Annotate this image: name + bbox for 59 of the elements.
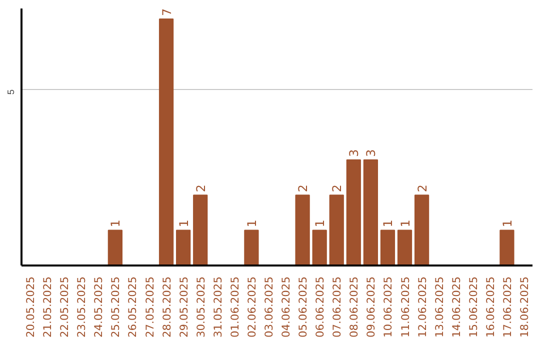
x-tick-label: 18.06.2025 bbox=[518, 276, 531, 338]
data-label: 2 bbox=[296, 184, 310, 192]
bar bbox=[346, 159, 361, 266]
x-tick-label: 22.05.2025 bbox=[58, 276, 72, 338]
x-tick-label: 11.06.2025 bbox=[398, 276, 412, 338]
x-tick-label: 17.06.2025 bbox=[500, 276, 514, 338]
x-tick-label: 20.05.2025 bbox=[24, 276, 38, 338]
bar bbox=[500, 230, 514, 266]
bar bbox=[295, 194, 310, 266]
x-tick-label: 06.06.2025 bbox=[314, 276, 327, 338]
data-label: 2 bbox=[330, 184, 344, 192]
bar bbox=[363, 159, 378, 266]
data-label: 1 bbox=[313, 220, 328, 228]
bar bbox=[244, 230, 259, 266]
data-label: 1 bbox=[381, 220, 396, 228]
data-label: 1 bbox=[176, 220, 191, 228]
data-label: 1 bbox=[500, 220, 514, 228]
x-tick-label: 16.06.2025 bbox=[484, 276, 497, 338]
x-tick-label: 21.05.2025 bbox=[41, 276, 54, 338]
data-label: 7 bbox=[160, 8, 174, 16]
x-tick-label: 09.06.2025 bbox=[364, 276, 378, 338]
bar bbox=[193, 194, 208, 266]
x-tick-label: 05.06.2025 bbox=[296, 276, 310, 338]
x-tick-label: 02.06.2025 bbox=[245, 276, 258, 338]
x-tick-label: 01.06.2025 bbox=[228, 276, 242, 338]
data-label: 1 bbox=[108, 220, 123, 228]
x-tick-label: 26.05.2025 bbox=[126, 276, 140, 338]
x-tick-label: 29.05.2025 bbox=[177, 276, 190, 338]
x-tick-label: 25.05.2025 bbox=[109, 276, 122, 338]
data-label: 1 bbox=[244, 220, 259, 228]
data-label: 3 bbox=[364, 149, 378, 157]
x-tick-label: 24.05.2025 bbox=[92, 276, 106, 338]
data-label: 1 bbox=[398, 220, 412, 228]
data-label: 2 bbox=[194, 184, 208, 192]
data-label: 3 bbox=[347, 149, 362, 157]
x-tick-label: 15.06.2025 bbox=[466, 276, 480, 338]
bar bbox=[380, 230, 396, 266]
x-tick-label: 23.05.2025 bbox=[75, 276, 88, 338]
x-tick-label: 27.05.2025 bbox=[143, 276, 156, 338]
x-tick-label: 31.05.2025 bbox=[211, 276, 224, 338]
x-tick-label: 12.06.2025 bbox=[416, 276, 429, 338]
bar bbox=[108, 230, 122, 266]
x-tick-label: 03.06.2025 bbox=[262, 276, 276, 338]
bar bbox=[176, 230, 191, 266]
x-tick-label: 30.05.2025 bbox=[194, 276, 208, 338]
bar bbox=[158, 18, 174, 266]
y-tick-label: 5 bbox=[6, 89, 16, 95]
bar bbox=[397, 230, 412, 266]
x-tick-label: 08.06.2025 bbox=[348, 276, 361, 338]
bar bbox=[329, 194, 344, 266]
x-tick-label: 04.06.2025 bbox=[280, 276, 293, 338]
bar bbox=[312, 230, 327, 266]
x-tick-label: 14.06.2025 bbox=[450, 276, 463, 338]
x-tick-label: 07.06.2025 bbox=[330, 276, 344, 338]
data-label: 2 bbox=[415, 184, 430, 192]
x-tick-label: 28.05.2025 bbox=[160, 276, 174, 338]
bar bbox=[414, 194, 430, 266]
x-tick-label: 10.06.2025 bbox=[382, 276, 395, 338]
x-tick-label: 13.06.2025 bbox=[432, 276, 446, 338]
